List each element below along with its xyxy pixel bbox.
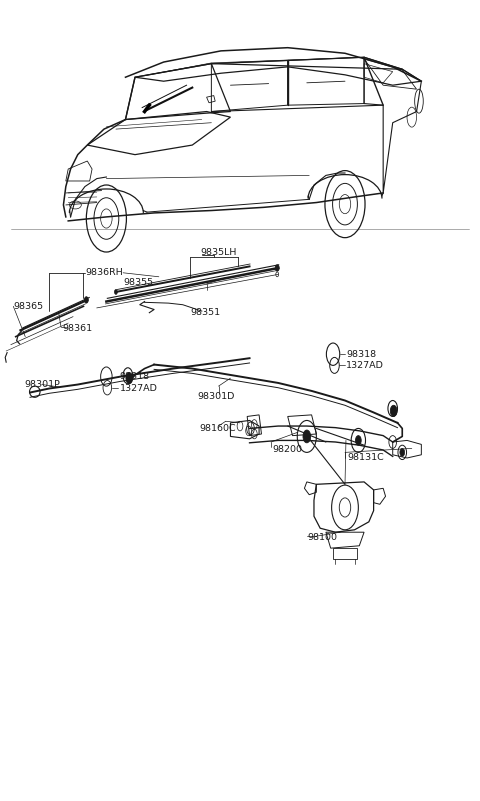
Circle shape (390, 405, 397, 417)
Text: 98355: 98355 (123, 278, 154, 287)
Text: 98100: 98100 (308, 533, 338, 542)
Text: 98131C: 98131C (347, 453, 384, 462)
Text: 98160C: 98160C (199, 424, 236, 433)
Circle shape (276, 265, 279, 272)
Circle shape (356, 436, 361, 445)
Circle shape (400, 449, 405, 457)
Text: 98318: 98318 (120, 372, 150, 381)
Text: 9835LH: 9835LH (200, 248, 236, 257)
Text: 98301D: 98301D (197, 392, 234, 401)
Text: 9836RH: 9836RH (85, 268, 123, 277)
Text: 98351: 98351 (190, 308, 220, 317)
Text: 98301P: 98301P (24, 380, 60, 389)
Text: 1327AD: 1327AD (120, 384, 157, 393)
Text: 98200: 98200 (273, 445, 302, 454)
Circle shape (115, 289, 117, 294)
Text: 98361: 98361 (62, 324, 93, 333)
Circle shape (303, 430, 311, 443)
Text: 1327AD: 1327AD (346, 361, 384, 370)
Text: 98318: 98318 (346, 350, 376, 359)
Circle shape (84, 296, 88, 303)
Circle shape (126, 372, 132, 384)
Text: 98365: 98365 (13, 302, 44, 311)
